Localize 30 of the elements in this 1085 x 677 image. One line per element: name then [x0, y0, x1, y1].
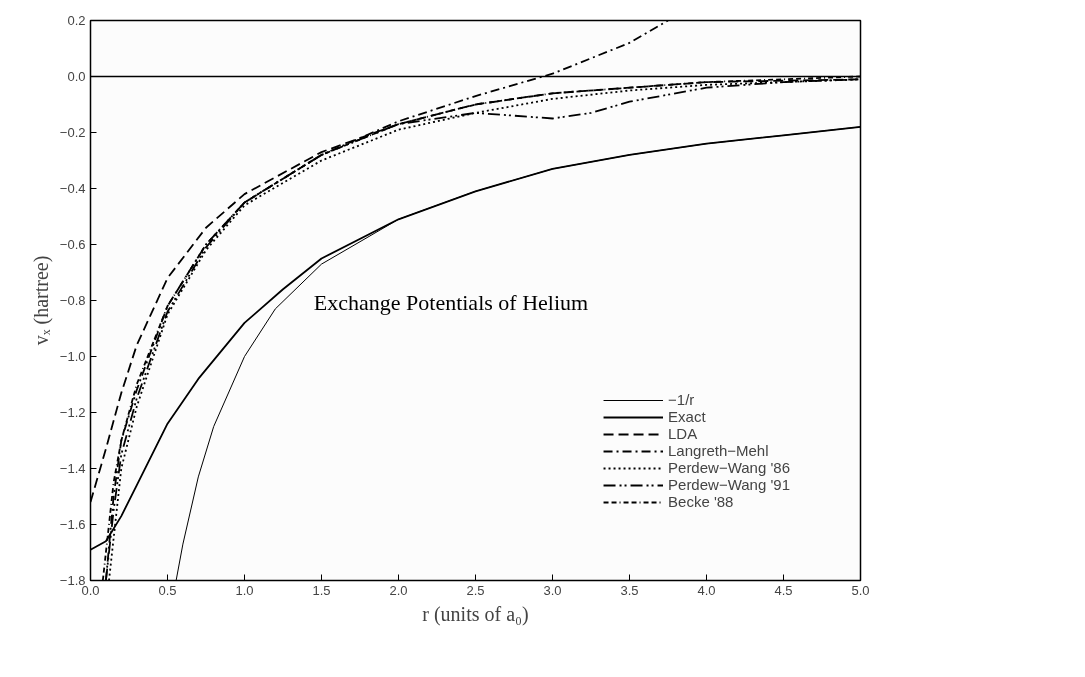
x-tick-label: 1.5: [312, 582, 331, 598]
y-tick-label: −1.6: [59, 517, 86, 532]
legend-label: Perdew−Wang '86: [668, 459, 790, 476]
y-tick-label: −0.6: [59, 237, 86, 252]
x-tick-label: 5.0: [851, 582, 870, 598]
legend-label: Exact: [668, 408, 706, 425]
legend-label: LDA: [668, 425, 698, 442]
x-tick-label: 2.0: [389, 582, 408, 598]
y-tick-label: −1.4: [59, 461, 86, 476]
y-tick-label: 0.2: [67, 13, 86, 28]
legend-label: −1/r: [668, 391, 695, 408]
y-axis-title: vₓ (hartree): [29, 255, 53, 346]
text: Exchange Potentials of Helium: [313, 289, 589, 315]
legend-label: Langreth−Mehl: [668, 442, 769, 459]
x-axis-title: r (units of a₀): [422, 602, 529, 626]
legend-label: Perdew−Wang '91: [668, 476, 790, 493]
y-tick-label: −1.2: [59, 405, 86, 420]
legend-label: Becke '88: [668, 493, 734, 510]
x-tick-label: 3.5: [620, 582, 639, 598]
y-tick-label: −1.0: [59, 349, 86, 364]
x-tick-label: 3.0: [543, 582, 562, 598]
x-tick-label: 4.0: [697, 582, 716, 598]
x-tick-label: 0.5: [158, 582, 177, 598]
y-tick-label: −0.4: [59, 181, 86, 196]
x-tick-label: 1.0: [235, 582, 254, 598]
y-tick-label: −0.2: [59, 125, 86, 140]
y-tick-label: −0.8: [59, 293, 86, 308]
x-tick-label: 4.5: [774, 582, 793, 598]
y-tick-label: 0.0: [67, 69, 86, 84]
x-tick-label: 2.5: [466, 582, 485, 598]
